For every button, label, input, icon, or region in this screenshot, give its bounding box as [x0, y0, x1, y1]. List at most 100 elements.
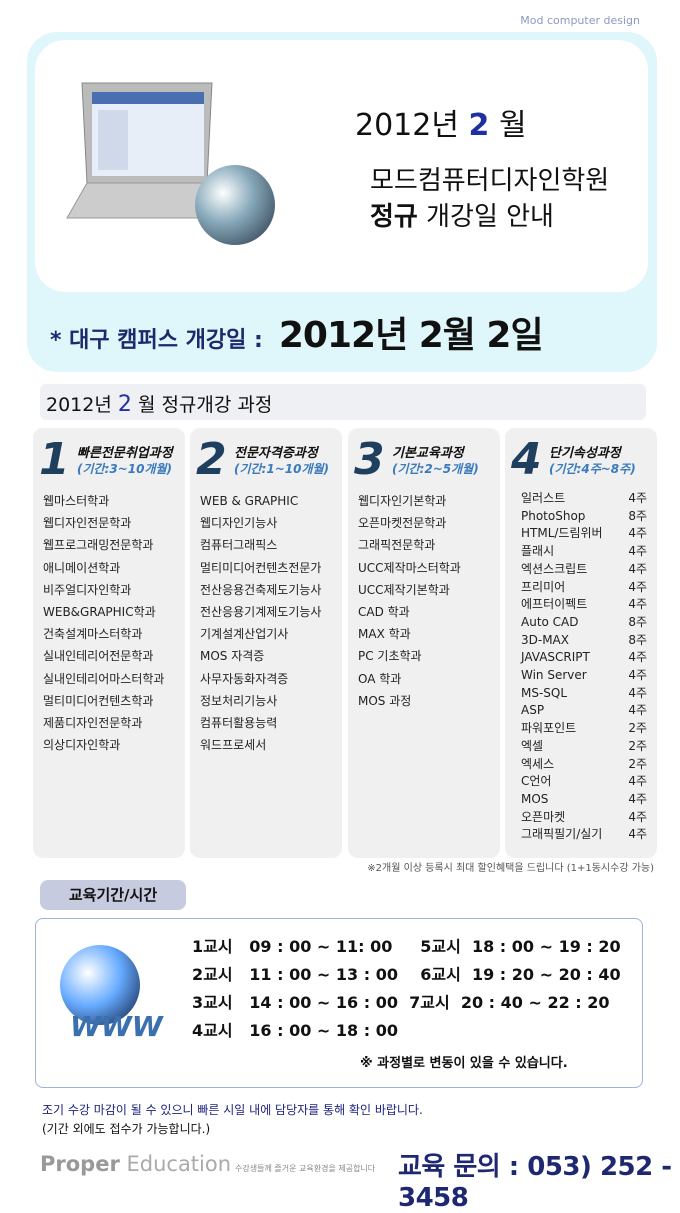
course-name: 전문자격증과정 [234, 446, 318, 461]
course-item-name: 일러스트 [521, 491, 566, 505]
list-item: C언어 4주 [521, 773, 647, 791]
course-item-duration: 2주 [628, 756, 647, 771]
list-item: 플래시 4주 [521, 543, 647, 561]
course-item-name: ASP [521, 703, 545, 718]
list-item: 비주얼디자인학과 [43, 582, 132, 597]
list-item: 컴퓨터활용능력 [200, 716, 278, 731]
list-item: 애니메이션학과 [43, 560, 121, 575]
list-item: MAX 학과 [358, 627, 411, 642]
course-item-duration: 4주 [628, 561, 647, 576]
course-name: 기본교육과정 [392, 446, 464, 461]
list-item: MOS 4주 [521, 791, 647, 809]
list-item: 제품디자인전문학과 [43, 716, 143, 731]
list-item: 웹디자인기본학과 [358, 494, 447, 508]
course-item-name: 엑셀 [521, 738, 544, 753]
course-column-4: 4 단기속성과정 (기간:4주~8주) 일러스트 4주 PhotoShop 8주 HTML… [505, 428, 657, 858]
discount-note: ※2개월 이상 등록시 최대 할인혜택을 드립니다 (1+1동시수강 가능) [367, 863, 654, 874]
course-item-name: 그래픽필기/실기 [521, 827, 603, 842]
laptop-illustration [66, 82, 228, 219]
course-column-2: 2 전문자격증과정 (기간:1~10개월) WEB & GRAPHIC 웹디자인기능… [190, 428, 342, 858]
schedule-tab: 교육기간/시간 [40, 880, 186, 910]
course-item-name: Auto CAD [521, 614, 579, 629]
course-item-duration: 4주 [628, 544, 647, 559]
course-list: 일러스트 4주 PhotoShop 8주 HTML/드림위버 4주 플래시 4주 엑션스크립트 4… [521, 490, 647, 844]
list-item: PhotoShop 8주 [521, 508, 647, 526]
school-name: 모드컴퓨터디자인학원 [370, 166, 610, 196]
list-item: 실내인테리어전문학과 [43, 649, 154, 664]
course-period: (기간:1~10개월) [234, 462, 330, 476]
list-item: 건축설계마스터학과 [43, 627, 143, 642]
list-item: 그래픽필기/실기 4주 [521, 826, 647, 844]
section-header: 2012년 2 월 정규개강 과정 [40, 384, 646, 420]
contact-phone: 교육 문의 : 053) 252 - 3458 [398, 1152, 672, 1213]
list-item: HTML/드림위버 4주 [521, 525, 647, 543]
list-item: 엑션스크립트 4주 [521, 561, 647, 579]
course-item-name: 플래시 [521, 544, 555, 559]
course-item-duration: 4주 [628, 668, 647, 683]
course-item-duration: 4주 [628, 703, 647, 718]
schedule-note: ※ 과정별로 변동이 있을 수 있습니다. [360, 1056, 568, 1071]
course-item-duration: 2주 [628, 721, 647, 736]
course-item-name: C언어 [521, 774, 552, 789]
course-number: 4 [511, 434, 542, 485]
www-logo: WWW [70, 1010, 163, 1043]
list-item: 웹디자인전문학과 [43, 516, 132, 531]
course-item-duration: 8주 [628, 508, 647, 523]
list-item: 멀티미디어컨텐츠전문가 [200, 560, 322, 575]
list-item: 일러스트 4주 [521, 490, 647, 508]
list-item: WEB&GRAPHIC학과 [43, 605, 156, 620]
course-number: 1 [39, 434, 70, 485]
list-item: CAD 학과 [358, 605, 410, 620]
course-item-duration: 8주 [628, 632, 647, 647]
list-item: Auto CAD 8주 [521, 614, 647, 632]
schedule-row: 4교시 16 : 00 ~ 18 : 00 [192, 1021, 398, 1040]
list-item: 전산응용건축제도기능사 [200, 582, 322, 597]
course-item-name: JAVASCRIPT [521, 650, 590, 665]
course-item-duration: 8주 [628, 614, 647, 629]
list-item: MOS 과정 [358, 693, 412, 708]
course-item-duration: 2주 [628, 738, 647, 753]
course-item-duration: 4주 [628, 491, 647, 505]
course-item-duration: 4주 [628, 791, 647, 806]
course-item-duration: 4주 [628, 809, 647, 824]
course-item-name: 엑세스 [521, 756, 555, 771]
course-list: 웹마스터학과 웹디자인전문학과 웹프로그래밍전문학과 애니메이션학과 비주얼디자인학과 W… [43, 490, 164, 756]
list-item: 오픈마켓 4주 [521, 809, 647, 827]
course-number: 3 [354, 434, 385, 485]
course-period: (기간:2~5개월) [392, 462, 479, 476]
list-item: 사무자동화자격증 [200, 671, 289, 686]
course-item-duration: 4주 [628, 526, 647, 541]
course-item-name: 3D-MAX [521, 632, 569, 647]
list-item: 멀티미디어컨텐츠학과 [43, 693, 154, 708]
list-item: OA 학과 [358, 671, 402, 686]
brand-label: Mod computer design [520, 14, 640, 27]
course-item-name: PhotoShop [521, 508, 586, 523]
list-item: 컴퓨터그래픽스 [200, 538, 278, 553]
schedule-box [35, 918, 643, 1088]
course-column-1: 1 빠른전문취업과정 (기간:3~10개월) 웹마스터학과 웹디자인전문학과 웹프로그… [33, 428, 185, 858]
list-item: 엑셀 2주 [521, 738, 647, 756]
list-item: 에프터이펙트 4주 [521, 596, 647, 614]
list-item: 워드프로세서 [200, 738, 267, 753]
course-item-duration: 4주 [628, 579, 647, 594]
course-period: (기간:4주~8주) [549, 462, 636, 476]
list-item: PC 기초학과 [358, 649, 422, 664]
hero-date: 2012년 2 월 [355, 108, 527, 143]
list-item: 오픈마켓전문학과 [358, 516, 447, 531]
course-item-name: 파워포인트 [521, 721, 577, 736]
list-item: 엑세스 2주 [521, 756, 647, 774]
list-item: MS-SQL 4주 [521, 685, 647, 703]
course-item-duration: 4주 [628, 774, 647, 789]
list-item: 웹디자인기능사 [200, 516, 278, 531]
course-item-duration: 4주 [628, 597, 647, 612]
list-item: 그래픽전문학과 [358, 538, 436, 553]
course-item-name: 에프터이펙트 [521, 597, 588, 612]
list-item: MOS 자격증 [200, 649, 265, 664]
list-item: WEB & GRAPHIC [200, 494, 299, 508]
campus-date: 2012년 2월 2일 [278, 315, 544, 356]
course-item-name: Win Server [521, 668, 587, 683]
schedule-row: 3교시 14 : 00 ~ 16 : 00 7교시 20 : 40 ~ 22 :… [192, 993, 610, 1012]
course-period: (기간:3~10개월) [77, 462, 173, 476]
